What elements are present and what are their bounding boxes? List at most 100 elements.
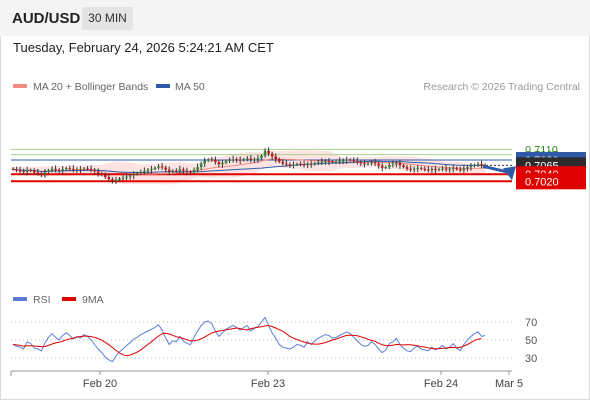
candle xyxy=(57,167,61,174)
candle-body xyxy=(89,168,93,170)
candle xyxy=(451,164,455,173)
candle xyxy=(395,160,398,168)
candle xyxy=(274,153,277,163)
candle-body xyxy=(363,163,366,165)
symbol-label: AUD/USD xyxy=(12,10,81,27)
candle xyxy=(175,168,178,173)
candle-body xyxy=(57,169,61,171)
candle-body xyxy=(221,162,224,165)
candle xyxy=(416,164,419,173)
candle xyxy=(334,159,338,165)
candle-body xyxy=(444,168,448,170)
candle xyxy=(217,160,221,168)
candle-body xyxy=(306,163,309,165)
candle xyxy=(22,168,25,175)
candle-body xyxy=(75,169,79,171)
candle-body xyxy=(192,169,196,173)
candle xyxy=(356,157,359,165)
candle-body xyxy=(47,170,50,173)
rsi-tick-2: 30 xyxy=(525,353,537,365)
candle xyxy=(68,165,72,171)
candle-body xyxy=(313,163,317,165)
candle xyxy=(157,163,160,170)
candle xyxy=(441,166,444,172)
candle-body xyxy=(29,169,33,171)
candle xyxy=(33,168,36,175)
candle-body xyxy=(206,159,210,161)
candle-body xyxy=(412,168,416,170)
candle-body xyxy=(256,158,260,160)
candle-body xyxy=(171,170,175,172)
candle-body xyxy=(288,164,292,166)
candle xyxy=(238,156,242,164)
candle xyxy=(473,163,476,168)
candle xyxy=(348,158,352,162)
candle-body xyxy=(15,169,18,171)
candle xyxy=(29,168,33,173)
candle-body xyxy=(281,161,285,164)
candle-body xyxy=(82,168,86,170)
candle xyxy=(448,166,451,173)
candle-body xyxy=(263,150,267,156)
candle-body xyxy=(320,161,324,163)
candle-body xyxy=(295,163,299,165)
candle-body xyxy=(451,167,455,169)
level-label-5: 0.7020 xyxy=(516,173,586,190)
candle-body xyxy=(235,159,238,161)
candle xyxy=(146,167,150,175)
candle xyxy=(143,167,146,175)
candle-body xyxy=(416,167,419,169)
candle-body xyxy=(462,168,466,171)
candle xyxy=(409,165,412,173)
candle xyxy=(260,154,263,160)
candle xyxy=(11,167,15,171)
candle-body xyxy=(167,169,171,172)
candle xyxy=(384,165,388,170)
moving-averages xyxy=(12,158,486,175)
candle xyxy=(423,166,427,172)
candle-body xyxy=(437,169,441,171)
candle-body xyxy=(185,170,189,172)
candle xyxy=(128,173,132,180)
candle-body xyxy=(217,162,221,165)
candle-body xyxy=(398,162,402,166)
candle-body xyxy=(64,168,68,170)
candle xyxy=(89,165,93,173)
candle-body xyxy=(153,167,157,169)
candle-body xyxy=(50,168,54,171)
candle-body xyxy=(391,164,395,166)
candle xyxy=(373,158,377,167)
chart-header: AUD/USD 30 MIN xyxy=(0,0,590,36)
candle xyxy=(93,167,96,175)
candle-body xyxy=(277,158,281,162)
candle-body xyxy=(366,163,370,165)
candle xyxy=(427,166,430,173)
candle xyxy=(192,167,196,175)
candle-body xyxy=(309,163,313,165)
candle xyxy=(455,166,459,171)
candle xyxy=(320,158,324,165)
candle-body xyxy=(36,172,40,174)
candle-body xyxy=(246,158,249,160)
candle-body xyxy=(377,163,380,166)
candle xyxy=(79,166,82,174)
candle-body xyxy=(11,168,15,170)
candle-body xyxy=(359,162,363,164)
candle-body xyxy=(395,162,398,165)
candle xyxy=(171,169,175,174)
candle xyxy=(228,157,231,164)
time-tick-label-1: Feb 23 xyxy=(251,378,285,390)
candle xyxy=(359,160,363,167)
candle-body xyxy=(157,166,160,168)
candle-body xyxy=(270,153,274,157)
candle xyxy=(285,160,288,167)
candle xyxy=(167,166,171,176)
candle-body xyxy=(72,168,75,170)
candle xyxy=(309,160,313,168)
ma9-legend-label: 9MA xyxy=(82,294,104,306)
candle xyxy=(182,167,185,174)
candle xyxy=(61,166,64,175)
candle xyxy=(363,160,366,168)
timeframe-badge[interactable]: 30 MIN xyxy=(82,7,133,30)
candle-body xyxy=(22,170,25,172)
